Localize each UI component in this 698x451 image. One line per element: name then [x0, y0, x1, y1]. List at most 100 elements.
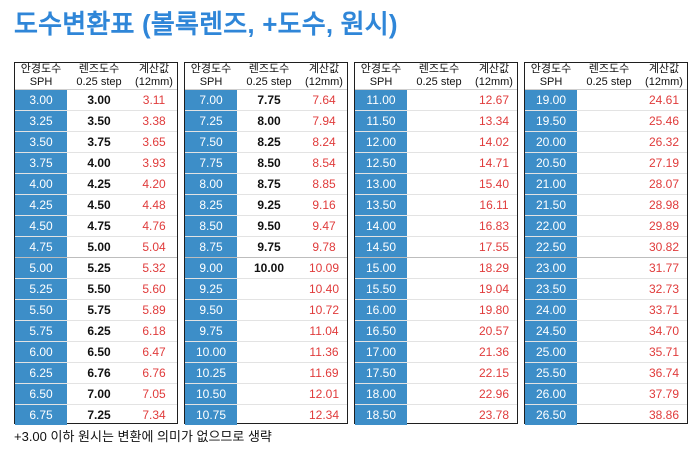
table-row: 3.00 3.00 3.11 — [15, 90, 177, 111]
sph-cell: 26.50 — [525, 405, 577, 425]
step-cell — [577, 405, 641, 425]
step-cell — [577, 279, 641, 299]
step-cell — [577, 321, 641, 341]
sph-cell: 9.75 — [185, 321, 237, 341]
sph-cell: 10.75 — [185, 405, 237, 425]
sph-cell: 18.00 — [355, 384, 407, 404]
sph-cell: 13.50 — [355, 195, 407, 215]
step-cell: 4.25 — [87, 177, 111, 191]
step-cell — [577, 153, 641, 173]
sph-cell: 6.75 — [15, 405, 67, 425]
sph-cell: 3.00 — [15, 90, 67, 110]
step-cell — [407, 153, 471, 173]
header-step: 렌즈도수 0.25 step — [246, 63, 292, 88]
step-cell: 9.50 — [257, 219, 281, 233]
calc-cell: 34.70 — [648, 324, 680, 338]
conversion-table-2: 안경도수 SPH 렌즈도수 0.25 step 계산값 (12mm) 7.00 7.75… — [184, 62, 348, 425]
sph-cell: 5.75 — [15, 321, 67, 341]
step-cell — [237, 279, 301, 299]
table-row: 4.00 4.25 4.20 — [15, 174, 177, 195]
step-cell: 8.00 — [257, 114, 281, 128]
step-cell — [577, 300, 641, 320]
calc-cell: 4.20 — [142, 177, 166, 191]
sph-cell: 17.50 — [355, 363, 407, 383]
step-cell: 4.50 — [87, 198, 111, 212]
step-cell: 7.25 — [87, 408, 111, 422]
calc-cell: 25.46 — [648, 114, 680, 128]
header-sph: 안경도수 SPH — [190, 63, 232, 88]
header-step: 렌즈도수 0.25 step — [586, 63, 632, 88]
conversion-table-4: 안경도수 SPH 렌즈도수 0.25 step 계산값 (12mm) 19.00 24.… — [524, 62, 688, 425]
sph-cell: 24.50 — [525, 321, 577, 341]
sph-cell: 7.75 — [185, 153, 237, 173]
sph-cell: 25.00 — [525, 342, 577, 362]
step-cell — [407, 279, 471, 299]
step-cell — [407, 258, 471, 278]
sph-cell: 8.00 — [185, 174, 237, 194]
calc-cell: 23.78 — [478, 408, 510, 422]
sph-cell: 6.00 — [15, 342, 67, 362]
calc-cell: 7.05 — [142, 387, 166, 401]
sph-cell: 3.75 — [15, 153, 67, 173]
sph-cell: 12.50 — [355, 153, 407, 173]
table-row: 6.75 7.25 7.34 — [15, 405, 177, 425]
sph-cell: 5.50 — [15, 300, 67, 320]
calc-cell: 4.48 — [142, 198, 166, 212]
table-row: 14.50 17.55 — [355, 237, 517, 258]
calc-cell: 12.67 — [478, 93, 510, 107]
table-row: 17.00 21.36 — [355, 342, 517, 363]
table-row: 4.50 4.75 4.76 — [15, 216, 177, 237]
calc-cell: 7.34 — [142, 408, 166, 422]
table-row: 9.25 10.40 — [185, 279, 347, 300]
table-row: 25.50 36.74 — [525, 363, 687, 384]
header-calc: 계산값 (12mm) — [645, 63, 683, 88]
calc-cell: 5.04 — [142, 240, 166, 254]
table-row: 10.75 12.34 — [185, 405, 347, 425]
table-row: 13.00 15.40 — [355, 174, 517, 195]
step-cell: 8.50 — [257, 156, 281, 170]
table-row: 23.50 32.73 — [525, 279, 687, 300]
step-cell: 4.00 — [87, 156, 111, 170]
calc-cell: 11.36 — [309, 345, 339, 359]
table-row: 3.50 3.75 3.65 — [15, 132, 177, 153]
sph-cell: 3.25 — [15, 111, 67, 131]
table-row: 17.50 22.15 — [355, 363, 517, 384]
table-row: 26.00 37.79 — [525, 384, 687, 405]
calc-cell: 8.54 — [312, 156, 336, 170]
table-header: 안경도수 SPH 렌즈도수 0.25 step 계산값 (12mm) — [185, 63, 347, 90]
table-row: 18.50 23.78 — [355, 405, 517, 425]
sph-cell: 21.00 — [525, 174, 577, 194]
table-header: 안경도수 SPH 렌즈도수 0.25 step 계산값 (12mm) — [355, 63, 517, 90]
header-calc: 계산값 (12mm) — [475, 63, 513, 88]
step-cell — [407, 363, 471, 383]
calc-cell: 5.32 — [142, 261, 166, 275]
step-cell — [237, 363, 301, 383]
step-cell: 5.50 — [87, 282, 111, 296]
calc-cell: 9.47 — [312, 219, 336, 233]
step-cell — [407, 321, 471, 341]
calc-cell: 10.40 — [308, 282, 340, 296]
calc-cell: 14.71 — [478, 156, 510, 170]
calc-cell: 11.04 — [309, 324, 339, 338]
sph-cell: 26.00 — [525, 384, 577, 404]
calc-cell: 6.47 — [142, 345, 166, 359]
sph-cell: 5.25 — [15, 279, 67, 299]
sph-cell: 6.25 — [15, 363, 67, 383]
sph-cell: 10.00 — [185, 342, 237, 362]
calc-cell: 37.79 — [648, 387, 680, 401]
sph-cell: 20.50 — [525, 153, 577, 173]
table-row: 24.50 34.70 — [525, 321, 687, 342]
table-row: 19.50 25.46 — [525, 111, 687, 132]
table-row: 24.00 33.71 — [525, 300, 687, 321]
sph-cell: 15.00 — [355, 258, 407, 278]
table-row: 26.50 38.86 — [525, 405, 687, 425]
sph-cell: 4.75 — [15, 237, 67, 257]
sph-cell: 16.50 — [355, 321, 407, 341]
step-cell — [407, 384, 471, 404]
table-row: 12.00 14.02 — [355, 132, 517, 153]
sph-cell: 11.50 — [355, 111, 407, 131]
calc-cell: 35.71 — [648, 345, 680, 359]
table-row: 7.00 7.75 7.64 — [185, 90, 347, 111]
sph-cell: 18.50 — [355, 405, 407, 425]
sph-cell: 3.50 — [15, 132, 67, 152]
